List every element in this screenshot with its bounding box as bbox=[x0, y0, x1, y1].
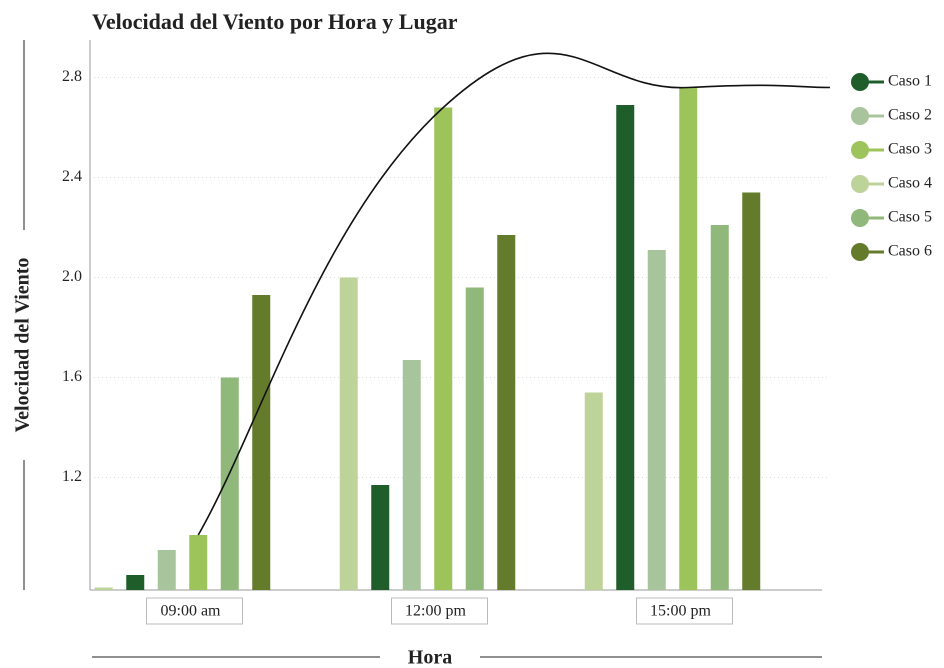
x-tick-label: 12:00 pm bbox=[405, 603, 466, 620]
y-tick-label: 2.0 bbox=[62, 268, 82, 285]
bar bbox=[647, 250, 666, 590]
bar bbox=[710, 225, 729, 590]
legend-label: Caso 6 bbox=[888, 243, 932, 260]
y-tick-label: 2.8 bbox=[62, 68, 82, 85]
legend-swatch bbox=[851, 73, 869, 91]
y-tick-label: 1.2 bbox=[62, 468, 82, 485]
bar bbox=[402, 360, 421, 590]
bar bbox=[584, 392, 603, 590]
bar bbox=[497, 235, 516, 590]
legend-swatch bbox=[851, 107, 869, 125]
trend-line bbox=[197, 52, 831, 536]
y-tick-label: 2.4 bbox=[62, 168, 82, 185]
legend-label: Caso 5 bbox=[888, 209, 932, 226]
bar bbox=[220, 377, 239, 590]
x-axis-title: Hora bbox=[408, 647, 452, 668]
legend-swatch bbox=[851, 209, 869, 227]
bar bbox=[252, 295, 271, 590]
legend-swatch bbox=[851, 243, 869, 261]
bar bbox=[616, 105, 635, 590]
chart-title: Velocidad del Viento por Hora y Lugar bbox=[92, 9, 458, 34]
legend-label: Caso 2 bbox=[888, 107, 932, 124]
x-tick-box bbox=[636, 597, 733, 625]
bar bbox=[679, 87, 698, 590]
legend-label: Caso 4 bbox=[888, 175, 932, 192]
x-tick-box bbox=[391, 597, 488, 625]
bar bbox=[434, 107, 453, 590]
bar bbox=[465, 287, 484, 590]
x-tick-box bbox=[146, 597, 243, 625]
y-axis-title: Velocidad del Viento bbox=[12, 258, 34, 433]
bar bbox=[126, 575, 145, 590]
y-tick-label: 1.6 bbox=[62, 368, 82, 385]
legend-label: Caso 1 bbox=[888, 73, 932, 90]
bar bbox=[339, 277, 358, 590]
x-tick-label: 15:00 pm bbox=[650, 603, 711, 620]
legend-swatch bbox=[851, 141, 869, 159]
legend-swatch bbox=[851, 175, 869, 193]
legend-label: Caso 3 bbox=[888, 141, 932, 158]
bar bbox=[157, 550, 176, 590]
bar bbox=[371, 485, 390, 590]
bar bbox=[189, 535, 208, 590]
bar bbox=[742, 192, 761, 590]
bar bbox=[94, 587, 113, 590]
x-tick-label: 09:00 am bbox=[161, 603, 222, 620]
